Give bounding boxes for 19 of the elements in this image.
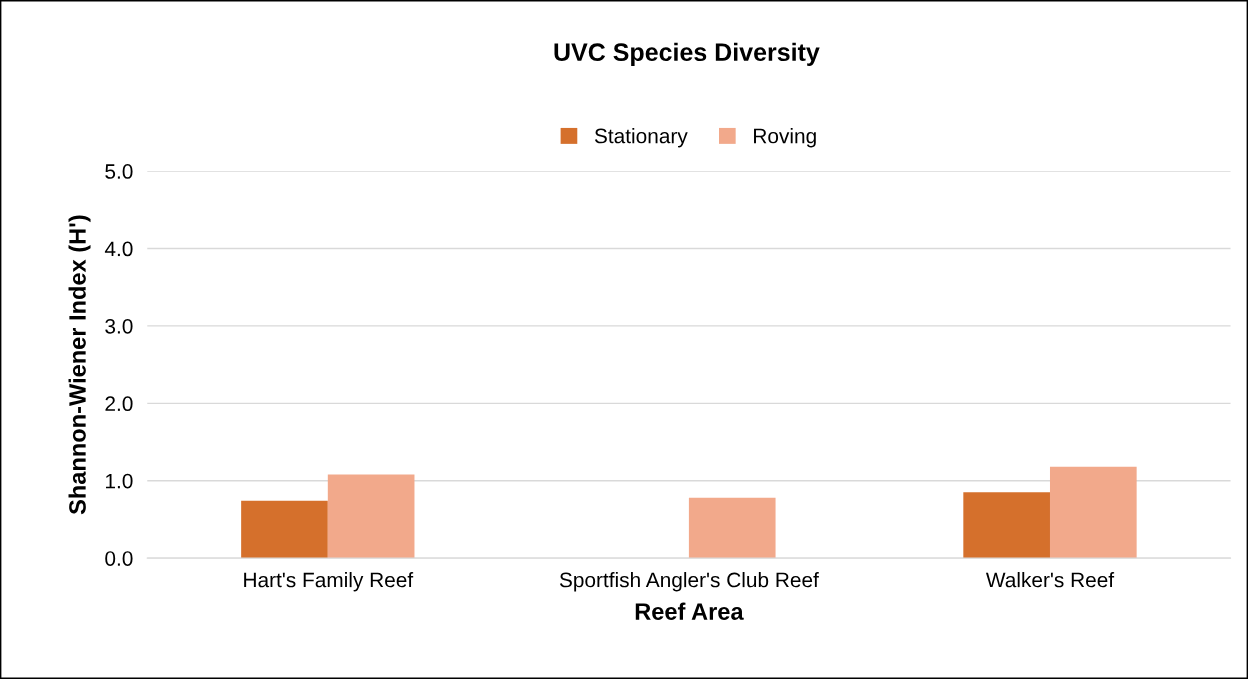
chart-title: UVC Species Diversity: [554, 42, 820, 66]
y-tick-label: 2.0: [105, 396, 133, 412]
legend-label: Roving: [754, 128, 816, 148]
bar: [1049, 466, 1137, 559]
y-tick-label: 4.0: [104, 241, 133, 257]
y-tick-label: 0.0: [105, 551, 133, 566]
x-tick-label: Sportfish Angler's Club Reef: [559, 572, 819, 592]
y-tick-label: 5.0: [105, 164, 133, 179]
x-axis-title: Reef Area: [635, 602, 744, 620]
y-axis-title: Shannon-Wiener Index (H'): [68, 215, 91, 515]
x-tick-label: Hart's Family Reef: [244, 572, 414, 592]
bar: [963, 492, 1050, 559]
bar: [327, 474, 415, 559]
bar: [241, 500, 328, 559]
y-tick-label: 1.0: [106, 473, 133, 489]
bar: [688, 497, 776, 559]
legend-label: Stationary: [594, 128, 688, 148]
x-tick-label: Walker's Reef: [985, 572, 1115, 588]
y-tick-label: 3.0: [105, 318, 133, 334]
